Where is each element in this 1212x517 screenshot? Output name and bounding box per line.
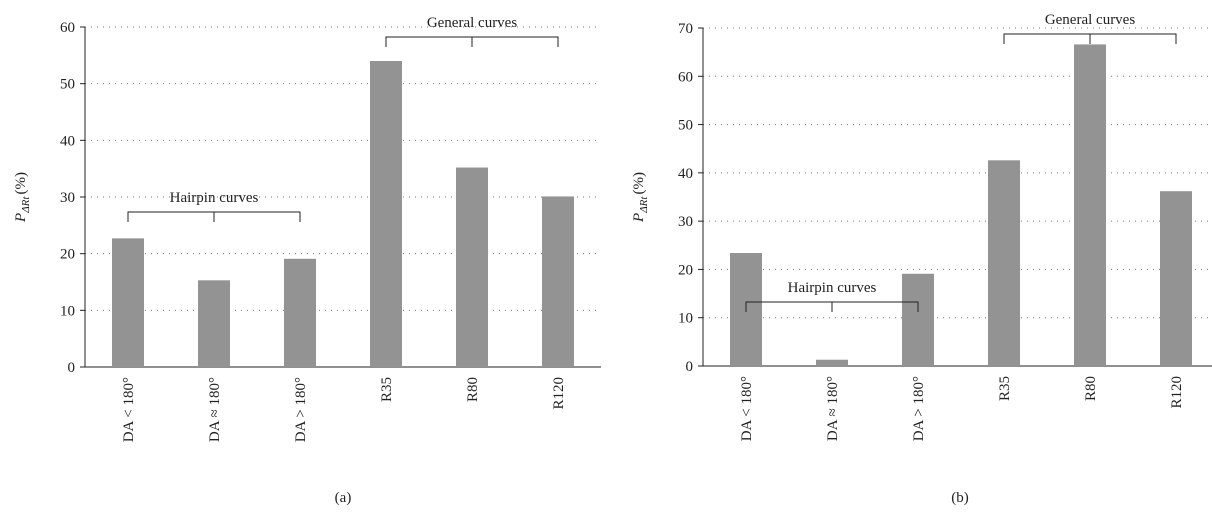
x-tick-label: DA < 180° bbox=[739, 376, 755, 441]
x-tick-label: R120 bbox=[551, 377, 567, 410]
x-tick-label: R120 bbox=[1169, 376, 1185, 409]
y-label-base: P bbox=[13, 213, 29, 223]
y-tick-label: 60 bbox=[678, 69, 693, 85]
x-tick-label: DA > 180° bbox=[293, 377, 309, 442]
y-tick-label: 20 bbox=[678, 262, 693, 278]
y-tick-label: 30 bbox=[678, 214, 693, 230]
bar bbox=[198, 280, 230, 367]
bar bbox=[1074, 44, 1106, 366]
y-label-unit: (%) bbox=[631, 172, 647, 195]
caption: (a) bbox=[335, 490, 352, 506]
bar bbox=[284, 258, 316, 367]
y-tick-label: 40 bbox=[60, 133, 75, 149]
x-tick-label: R80 bbox=[1083, 376, 1099, 401]
annotation: General curves bbox=[427, 15, 518, 31]
y-tick-label: 20 bbox=[60, 247, 75, 263]
bracket bbox=[127, 211, 301, 222]
y-tick-label: 50 bbox=[60, 77, 75, 93]
caption: (b) bbox=[951, 490, 969, 506]
x-tick-label: DA ≈ 180° bbox=[207, 377, 223, 442]
y-tick-label: 70 bbox=[678, 21, 693, 37]
bar bbox=[902, 273, 934, 366]
x-tick-label: R80 bbox=[465, 377, 481, 402]
bracket bbox=[745, 301, 919, 312]
y-label-base: P bbox=[631, 213, 647, 223]
y-tick-label: 30 bbox=[60, 190, 75, 206]
x-tick-label: DA ≈ 180° bbox=[825, 376, 841, 441]
annotation: Hairpin curves bbox=[788, 280, 877, 296]
y-label-sub: ΔRt bbox=[638, 196, 650, 214]
y-tick-label: 10 bbox=[678, 311, 693, 327]
y-label-unit: (%) bbox=[13, 172, 29, 195]
bar bbox=[816, 359, 848, 366]
y-tick-label: 0 bbox=[686, 359, 694, 375]
y-tick-label: 50 bbox=[678, 118, 693, 134]
y-tick-label: 60 bbox=[60, 20, 75, 36]
y-axis-label: PΔRt(%) bbox=[13, 172, 32, 223]
bar bbox=[542, 196, 574, 367]
bar bbox=[370, 61, 402, 367]
bar bbox=[456, 167, 488, 367]
y-tick-label: 0 bbox=[68, 360, 76, 376]
x-tick-label: DA > 180° bbox=[911, 376, 927, 441]
y-axis-label: PΔRt(%) bbox=[631, 172, 650, 223]
x-tick-label: DA < 180° bbox=[121, 377, 137, 442]
bar bbox=[988, 160, 1020, 366]
y-tick-label: 10 bbox=[60, 303, 75, 319]
x-tick-label: R35 bbox=[379, 377, 395, 402]
bracket bbox=[385, 36, 559, 47]
y-tick-label: 40 bbox=[678, 166, 693, 182]
x-tick-label: R35 bbox=[997, 376, 1013, 401]
annotation: Hairpin curves bbox=[170, 190, 259, 206]
y-label-sub: ΔRt bbox=[20, 196, 32, 214]
bar bbox=[1160, 191, 1192, 366]
bar bbox=[112, 238, 144, 367]
bracket bbox=[1003, 33, 1177, 44]
annotation: General curves bbox=[1045, 12, 1136, 28]
